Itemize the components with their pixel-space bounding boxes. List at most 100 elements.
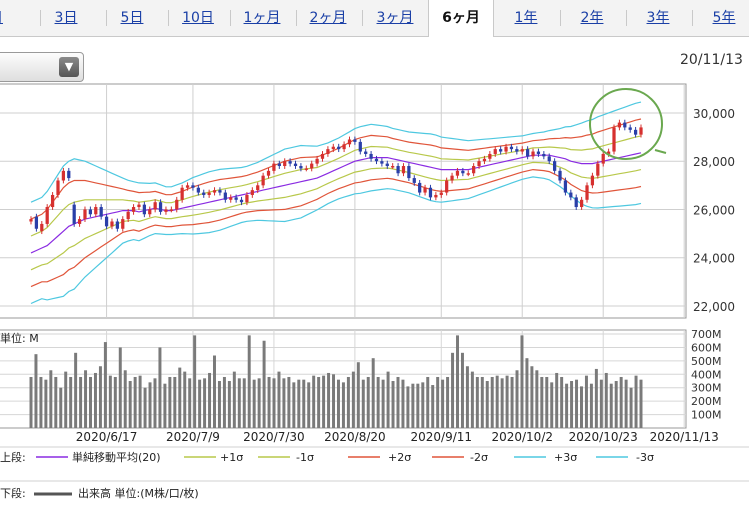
volume-bar: [108, 375, 112, 428]
candle: [590, 172, 595, 189]
tab-9[interactable]: 2年: [580, 10, 604, 26]
tab-separator: [296, 10, 297, 26]
candle-body: [590, 175, 595, 186]
volume-bar: [550, 382, 554, 428]
volume-bar: [580, 386, 583, 428]
chevron-down-icon[interactable]: ▼: [59, 57, 79, 77]
tab-separator: [168, 10, 169, 26]
tab-8[interactable]: 1年: [514, 10, 538, 26]
candle-body: [180, 187, 184, 200]
volume-bar: [69, 376, 73, 428]
price-tick-label: 30,000: [693, 107, 735, 121]
volume-bar: [589, 383, 593, 428]
volume-bar: [485, 381, 489, 428]
candle-body: [153, 202, 157, 210]
candle-body: [277, 163, 281, 167]
candle-body: [45, 207, 49, 224]
volume-tick-label: 700M: [691, 328, 722, 341]
candle: [580, 196, 584, 210]
candle-body: [628, 127, 632, 130]
candle: [472, 163, 476, 177]
candle-body: [580, 199, 584, 208]
chart-type-dropdown[interactable]: ▼: [0, 52, 84, 82]
candle-body: [477, 161, 481, 167]
legend-lower-prefix: 下段:: [0, 486, 26, 500]
volume-tick-label: 500M: [691, 355, 722, 368]
legend-m1-label: -1σ: [296, 451, 314, 464]
volume-bar: [490, 376, 494, 428]
candle-body: [293, 163, 298, 167]
candle-body: [288, 161, 292, 164]
tab-5[interactable]: 2ヶ月: [309, 10, 347, 26]
tab-7[interactable]: 6ヶ月: [428, 0, 494, 37]
candle: [72, 201, 76, 227]
candle: [553, 158, 557, 174]
volume-tick-label: 300M: [691, 382, 722, 395]
candle: [104, 213, 109, 230]
tab-2[interactable]: 5日: [120, 10, 144, 26]
candle: [445, 177, 449, 196]
volume-bar: [520, 335, 524, 428]
price-tick-label: 26,000: [693, 203, 735, 217]
volume-bar: [103, 342, 107, 428]
tab-3[interactable]: 10日: [182, 10, 214, 26]
volume-bar: [74, 352, 78, 428]
candle: [67, 167, 71, 181]
candle-body: [364, 151, 368, 154]
tab-11[interactable]: 5年: [712, 10, 736, 26]
candle: [374, 155, 379, 165]
candle-body: [526, 149, 530, 157]
volume-bar: [217, 381, 221, 428]
candle: [99, 204, 103, 220]
candle-body: [515, 149, 519, 152]
candle: [423, 184, 427, 196]
volume-bar: [510, 376, 514, 428]
volume-bar: [282, 378, 286, 428]
volume-bar: [366, 376, 370, 428]
candle-body: [396, 166, 400, 174]
candle: [88, 206, 92, 218]
candle: [261, 172, 265, 189]
tab-10[interactable]: 3年: [646, 10, 670, 26]
volume-bar: [272, 378, 276, 428]
volume-bar: [570, 381, 574, 428]
candle-body: [461, 170, 465, 174]
x-tick-label: 2020/7/30: [243, 430, 305, 444]
candle: [180, 184, 184, 203]
candle: [142, 201, 146, 218]
tab-1[interactable]: 3日: [54, 10, 78, 26]
candle: [77, 216, 82, 227]
x-tick-label: 2020/6/17: [76, 430, 138, 444]
volume-bar: [237, 378, 241, 428]
band-plus2: [30, 118, 642, 220]
candle: [418, 180, 422, 196]
volume-bar: [44, 379, 48, 428]
candle-body: [547, 156, 551, 162]
legend-m2-label: -2σ: [470, 451, 488, 464]
candle-body: [115, 221, 119, 229]
tab-6[interactable]: 3ヶ月: [376, 10, 414, 26]
x-tick-label: 2020/8/20: [324, 430, 386, 444]
candle: [347, 136, 352, 148]
volume-bar: [575, 379, 579, 428]
tab-4[interactable]: 1ヶ月: [243, 10, 281, 26]
candle-body: [445, 180, 449, 193]
volume-bar: [29, 376, 33, 428]
candle: [434, 192, 438, 201]
volume-bar: [346, 376, 350, 428]
tab-0[interactable]: 日: [0, 0, 12, 36]
candle: [531, 148, 535, 160]
candle: [137, 201, 141, 210]
candle: [185, 182, 190, 191]
volume-bar: [594, 368, 598, 428]
volume-bar: [495, 375, 499, 428]
candle-body: [380, 161, 384, 164]
candle-body: [612, 127, 616, 152]
volume-bar: [505, 375, 509, 428]
tab-separator: [230, 10, 231, 26]
volume-bar: [624, 379, 628, 428]
volume-bar: [470, 371, 474, 428]
volume-bar: [317, 376, 321, 428]
candle: [110, 218, 114, 230]
candle-body: [466, 173, 470, 175]
